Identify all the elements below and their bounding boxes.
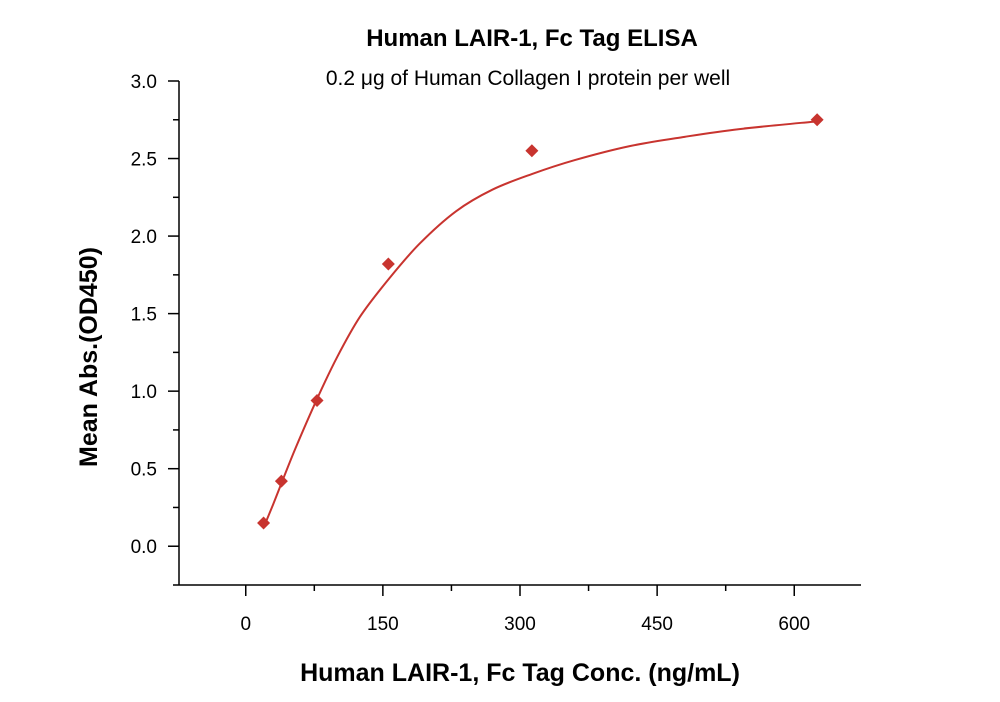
chart-subtitle: 0.2 μg of Human Collagen I protein per w…	[326, 67, 730, 90]
y-tick-label: 0.0	[131, 537, 157, 558]
x-tick-label: 450	[641, 614, 673, 635]
data-point	[381, 257, 395, 271]
x-tick-label: 300	[504, 614, 536, 635]
data-point	[525, 144, 539, 158]
y-axis-label: Mean Abs.(OD450)	[75, 247, 103, 467]
axis-ticks	[168, 80, 796, 596]
fit-curve	[262, 120, 818, 529]
data-point	[810, 113, 824, 127]
data-point	[257, 516, 271, 530]
data-point	[274, 474, 288, 488]
x-tick-label: 600	[778, 614, 810, 635]
y-tick-label: 1.0	[131, 382, 157, 403]
tick-labels: 0.0 0.5 1.0 1.5 2.0 2.5 3.0 0 150 300 450 600	[131, 72, 811, 635]
y-tick-label: 2.5	[131, 150, 157, 171]
fit-curve-group	[262, 120, 818, 529]
data-points	[257, 113, 824, 530]
y-tick-label: 2.0	[131, 227, 157, 248]
chart-title: Human LAIR-1, Fc Tag ELISA	[366, 25, 698, 52]
x-axis-label: Human LAIR-1, Fc Tag Conc. (ng/mL)	[300, 659, 740, 687]
y-tick-label: 3.0	[131, 72, 157, 93]
data-point	[310, 393, 324, 407]
y-tick-label: 0.5	[131, 460, 157, 481]
x-tick-label: 150	[367, 614, 399, 635]
y-tick-label: 1.5	[131, 305, 157, 326]
axes	[178, 81, 861, 586]
x-tick-label: 0	[240, 614, 251, 635]
